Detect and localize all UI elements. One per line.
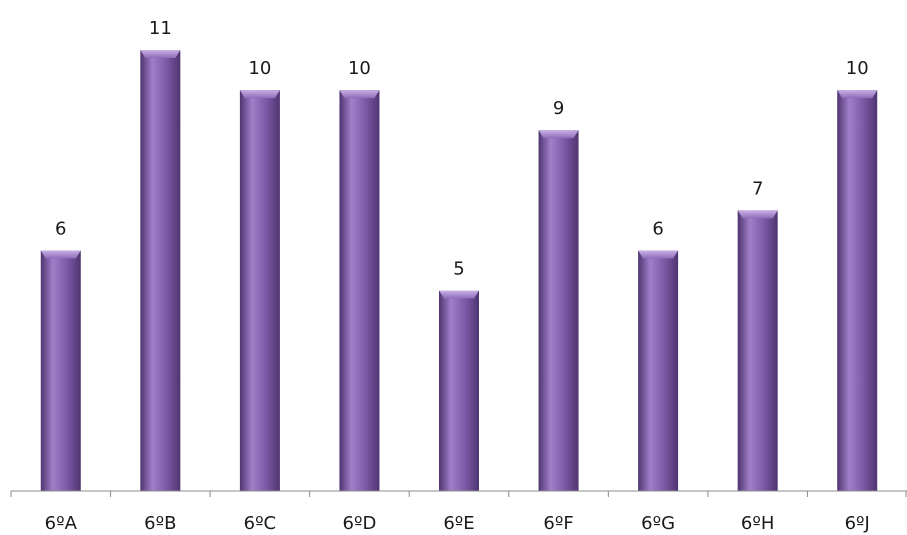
bar-cap-6ºH bbox=[737, 210, 778, 219]
bar-6ºB bbox=[140, 50, 181, 491]
bar-cap-6ºA bbox=[40, 250, 81, 259]
x-tick-label-6ºC: 6ºC bbox=[244, 513, 277, 534]
data-label-6ºD: 10 bbox=[348, 58, 371, 79]
x-tick-label-6ºF: 6ºF bbox=[543, 513, 573, 534]
data-label-6ºE: 5 bbox=[453, 259, 464, 280]
bar-6ºD bbox=[339, 90, 380, 491]
bar-cap-6ºE bbox=[439, 290, 479, 299]
x-axis bbox=[10, 490, 907, 497]
x-tick-label-6ºG: 6ºG bbox=[641, 513, 675, 534]
data-label-6ºG: 6 bbox=[652, 218, 663, 239]
bar-cap-6ºC bbox=[239, 90, 280, 99]
bars-group bbox=[40, 50, 878, 491]
data-label-6ºA: 6 bbox=[55, 218, 66, 239]
x-tick-label-6ºJ: 6ºJ bbox=[845, 513, 870, 534]
x-tick-label-6ºH: 6ºH bbox=[741, 513, 774, 534]
data-label-6ºJ: 10 bbox=[846, 58, 869, 79]
bar-6ºE bbox=[439, 290, 479, 491]
bar-cap-6ºJ bbox=[837, 90, 878, 99]
x-tick-label-6ºA: 6ºA bbox=[45, 513, 78, 534]
data-label-6ºC: 10 bbox=[248, 58, 271, 79]
x-tick-label-6ºD: 6ºD bbox=[343, 513, 377, 534]
bar-cap-6ºD bbox=[339, 90, 380, 99]
bar-cap-6ºF bbox=[538, 130, 579, 139]
bar-6ºH bbox=[737, 210, 778, 491]
bar-cap-6ºG bbox=[638, 250, 679, 259]
bar-cap-6ºB bbox=[140, 50, 181, 58]
data-label-6ºH: 7 bbox=[752, 178, 763, 199]
data-label-6ºB: 11 bbox=[149, 18, 172, 39]
x-tick-label-6ºE: 6ºE bbox=[443, 513, 474, 534]
bar-6ºF bbox=[538, 130, 579, 491]
bar-6ºG bbox=[638, 250, 679, 491]
bar-6ºA bbox=[40, 250, 81, 491]
bar-6ºJ bbox=[837, 90, 878, 491]
data-label-6ºF: 9 bbox=[553, 98, 564, 119]
data-labels-group: 6 11 10 10 5 9 6 7 10 bbox=[55, 18, 869, 280]
x-tick-label-6ºB: 6ºB bbox=[144, 513, 176, 534]
x-tick-labels-group: 6ºA 6ºB 6ºC 6ºD 6ºE 6ºF 6ºG 6ºH 6ºJ bbox=[45, 513, 870, 534]
bar-6ºC bbox=[239, 90, 280, 491]
